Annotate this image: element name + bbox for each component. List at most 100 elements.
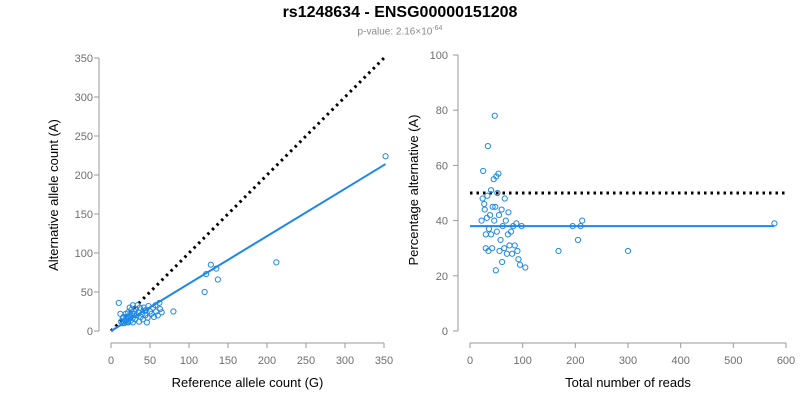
right-data-point [492, 203, 499, 210]
right-data-point [485, 225, 493, 232]
right-data-point [501, 195, 508, 202]
right-data-point [771, 220, 778, 227]
left-x-tick-label: 0 [108, 355, 114, 367]
left-data-point [214, 276, 221, 283]
right-x-tick-label: 200 [566, 355, 584, 367]
right-data-point [487, 231, 495, 238]
left-data-point [143, 319, 150, 326]
left-data-point [150, 313, 157, 321]
left-y-tick-label: 150 [75, 209, 93, 221]
left-data-point [203, 270, 210, 278]
left-x-tick-label: 300 [336, 355, 354, 367]
right-data-point [569, 223, 576, 230]
right-data-point [509, 250, 516, 257]
right-data-point [481, 206, 488, 213]
left-data-point [129, 302, 136, 309]
right-data-point [484, 192, 491, 199]
right-data-point [492, 267, 499, 274]
right-data-point [499, 223, 506, 230]
left-data-point [154, 312, 161, 319]
right-data-point [495, 170, 502, 177]
left-data-point [122, 317, 129, 324]
right-data-point [484, 142, 492, 150]
right-data-point [574, 236, 582, 244]
left-data-point [156, 299, 163, 307]
right-data-point [481, 200, 488, 208]
right-data-point [579, 217, 586, 224]
right-data-point [514, 247, 521, 255]
left-y-tick-label: 350 [75, 53, 93, 65]
chart-title: rs1248634 - ENSG00000151208 [282, 4, 518, 21]
left-data-point [170, 308, 177, 315]
right-x-tick-label: 300 [619, 355, 637, 367]
left-data-point [133, 312, 140, 319]
left-y-tick-label: 200 [75, 170, 93, 182]
right-y-tick-label: 100 [430, 50, 448, 62]
right-data-point [496, 247, 503, 255]
right-data-point [480, 167, 487, 175]
left-x-tick-label: 100 [180, 355, 198, 367]
left-x-axis-label: Reference allele count (G) [172, 375, 324, 390]
left-x-tick-label: 200 [258, 355, 276, 367]
right-y-tick-label: 20 [436, 271, 448, 283]
right-data-point [491, 112, 498, 119]
right-data-point [501, 245, 508, 252]
right-data-point [486, 211, 494, 219]
right-data-point [494, 189, 501, 197]
right-data-point [505, 209, 512, 216]
right-data-point [499, 258, 506, 266]
right-data-point [516, 261, 524, 268]
right-x-tick-label: 400 [671, 355, 689, 367]
pvalue-exponent: -64 [432, 25, 443, 32]
chart-subtitle-pvalue: p-value: 2.16×10-64 [0, 25, 800, 37]
left-data-point [158, 309, 165, 316]
left-data-point [273, 259, 280, 266]
left-data-point [201, 288, 208, 296]
right-data-point [489, 203, 496, 210]
right-data-point [518, 223, 525, 230]
left-data-point [213, 265, 220, 272]
right-data-point [497, 236, 504, 244]
pvalue-text: p-value: 2.16×10 [357, 26, 433, 38]
right-data-point [503, 250, 510, 257]
right-x-tick-label: 100 [513, 355, 531, 367]
left-y-tick-label: 0 [87, 326, 93, 338]
left-fit-line [110, 163, 387, 332]
left-y-axis-label: Alternative allele count (A) [46, 119, 61, 271]
right-data-point [624, 247, 632, 255]
left-expected-dashed-line [109, 56, 386, 333]
right-data-point [507, 228, 515, 235]
right-data-point [479, 195, 486, 202]
right-data-point [478, 217, 485, 224]
right-y-tick-label: 80 [436, 105, 448, 117]
left-data-point [382, 153, 389, 160]
right-y-tick-label: 0 [442, 326, 448, 338]
right-data-point [515, 256, 522, 263]
right-data-point [577, 223, 584, 230]
left-y-tick-label: 300 [75, 92, 93, 104]
right-data-point [506, 242, 513, 249]
right-data-point [522, 264, 529, 271]
right-data-point [493, 228, 500, 235]
left-data-point [134, 302, 141, 309]
right-y-tick-label: 60 [436, 160, 448, 172]
right-data-point [495, 211, 503, 219]
left-data-point [115, 299, 122, 307]
left-y-tick-label: 50 [81, 287, 93, 299]
left-data-point [207, 261, 214, 268]
right-data-point [489, 245, 496, 252]
right-data-point [487, 187, 495, 194]
right-data-point [491, 217, 498, 224]
right-data-point [555, 247, 562, 255]
left-data-point [157, 306, 164, 313]
right-data-point [498, 206, 505, 213]
right-data-point [502, 217, 509, 224]
right-x-tick-label: 0 [467, 355, 473, 367]
left-y-tick-label: 100 [75, 248, 93, 260]
right-x-tick-label: 600 [777, 355, 795, 367]
left-data-point [141, 307, 148, 314]
left-data-point [126, 312, 133, 319]
percentage-alternative-scatter-panel: 0 100 200 300 400 500 600 0 20 40 60 80 100 Total num… [406, 50, 795, 390]
right-y-axis-label: Percentage alternative (A) [406, 114, 421, 265]
left-y-tick-label: 250 [75, 131, 93, 143]
